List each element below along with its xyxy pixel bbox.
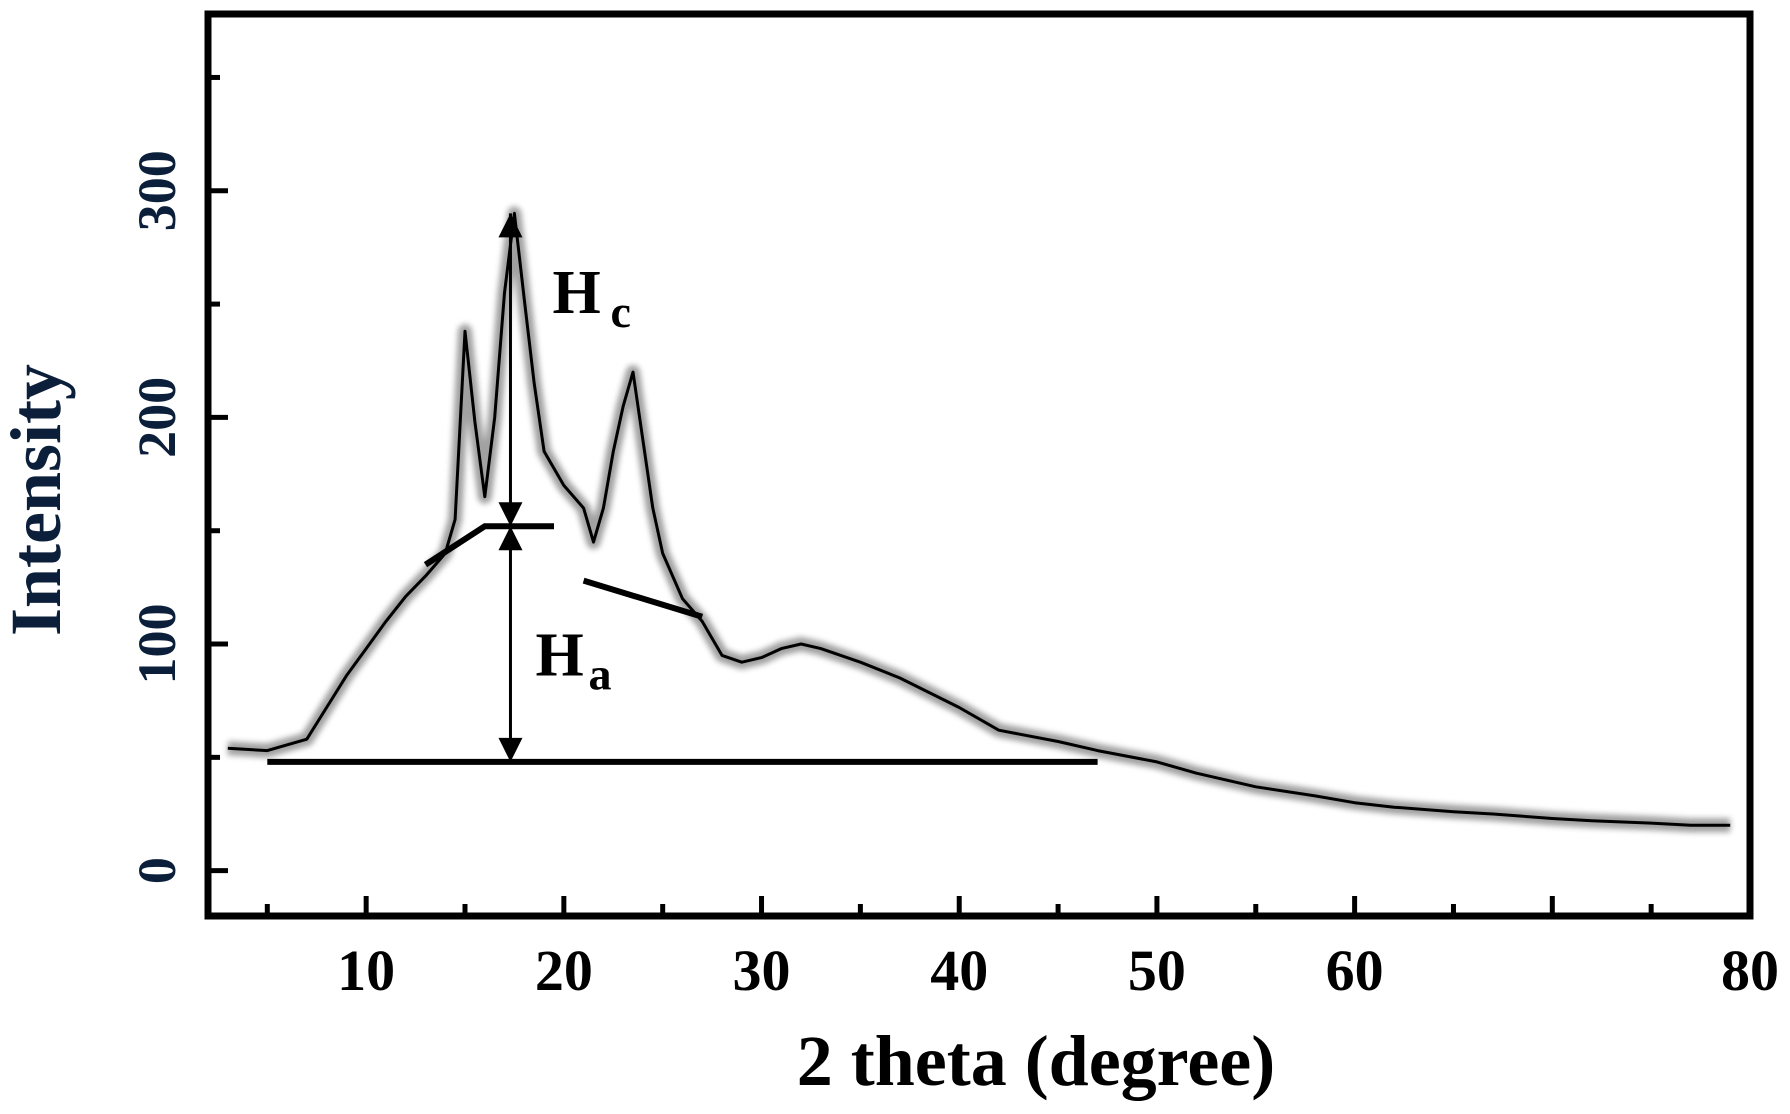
y-tick-label: 0: [127, 857, 187, 884]
amorphous-line: [582, 577, 704, 620]
y-tick-label: 200: [127, 377, 187, 458]
series-line: [227, 211, 1731, 827]
y-ticks: 0 100 200 300: [127, 74, 228, 884]
ha-label: H: [535, 621, 583, 689]
y-axis-title: Intensity: [0, 364, 76, 636]
x-tick-label: 40: [930, 938, 988, 1003]
x-ticks: 10 20 30 40 50 60 80: [264, 896, 1779, 1003]
y-tick-label: 300: [127, 150, 187, 231]
amorphous-line: [423, 523, 554, 568]
arrow-head-up: [498, 526, 523, 551]
plot-frame: [204, 10, 1754, 920]
hc-label: H: [552, 259, 600, 327]
x-tick-label: 10: [337, 938, 395, 1003]
series-halo: [227, 206, 1731, 833]
x-tick-label: 30: [733, 938, 791, 1003]
x-axis-title: 2 theta (degree): [797, 1021, 1275, 1101]
y-tick-label: 100: [127, 604, 187, 685]
x-tick-label: 60: [1326, 938, 1384, 1003]
arrow-head-up: [498, 213, 523, 238]
hc-label-sub: c: [610, 286, 630, 337]
x-tick-label: 80: [1721, 938, 1779, 1003]
ha-label-sub: a: [588, 648, 611, 699]
arrow-head-down: [498, 737, 523, 762]
x-tick-label: 20: [535, 938, 593, 1003]
guide-layer: [267, 523, 1098, 765]
x-tick-label: 50: [1128, 938, 1186, 1003]
series-layer: [227, 206, 1731, 833]
arrow-head-down: [498, 502, 523, 527]
